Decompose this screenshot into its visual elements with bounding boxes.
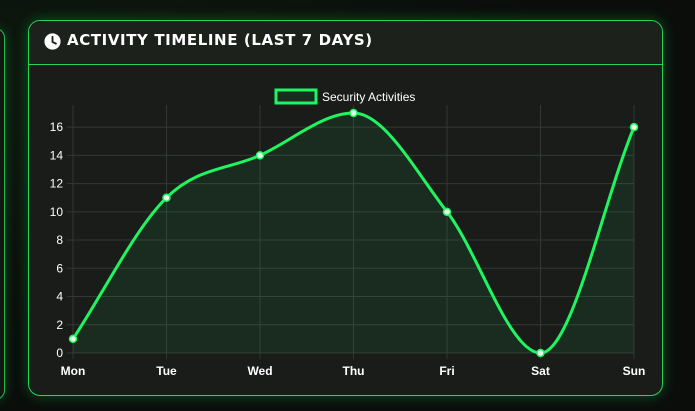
data-point-wed[interactable] [255,151,265,160]
x-tick-label-sun: Sun [623,364,646,378]
chart-legend[interactable]: Security Activities [274,88,415,105]
y-tick-label: 6 [56,261,63,275]
data-point-sat[interactable] [536,348,545,358]
legend-label-security-activities[interactable]: Security Activities [322,90,415,104]
x-tick-label-tue: Tue [156,364,177,378]
data-point-sun[interactable] [629,122,639,132]
chart-grid [67,105,635,359]
data-point-mon[interactable] [68,334,78,344]
x-tick-label-wed: Wed [247,364,272,378]
clock-icon [44,33,61,50]
y-tick-label: 12 [50,177,64,191]
y-tick-label: 2 [56,318,63,332]
y-tick-label: 4 [56,290,63,304]
y-axis-ticks: 0 2 4 6 8 10 12 14 16 [50,120,64,360]
x-tick-label-thu: Thu [343,364,365,378]
series-area-fill [73,113,634,353]
x-tick-label-mon: Mon [61,364,86,378]
y-tick-label: 14 [50,148,64,162]
data-point-fri[interactable] [442,207,452,217]
card-header: Activity Timeline (Last 7 Days) [29,21,662,65]
y-tick-label: 8 [56,233,63,247]
y-tick-label: 0 [56,346,63,360]
card-title: Activity Timeline (Last 7 Days) [67,31,373,49]
activity-timeline-card: Activity Timeline (Last 7 Days) 0 2 4 6 8 10 1… [28,20,663,396]
activity-line-chart: 0 2 4 6 8 10 12 14 16 Mon Tue Wed Thu Fri Sat Sun Secu… [50,88,646,378]
data-point-tue[interactable] [162,193,171,202]
y-tick-label: 16 [50,120,64,134]
data-points [68,108,639,358]
adjacent-panel-edge [0,28,5,400]
x-tick-label-fri: Fri [439,364,454,378]
y-tick-label: 10 [50,205,64,219]
x-axis-ticks: Mon Tue Wed Thu Fri Sat Sun [61,364,646,378]
x-tick-label-sat: Sat [531,364,550,378]
data-point-thu[interactable] [349,108,358,118]
legend-swatch[interactable] [274,88,318,105]
